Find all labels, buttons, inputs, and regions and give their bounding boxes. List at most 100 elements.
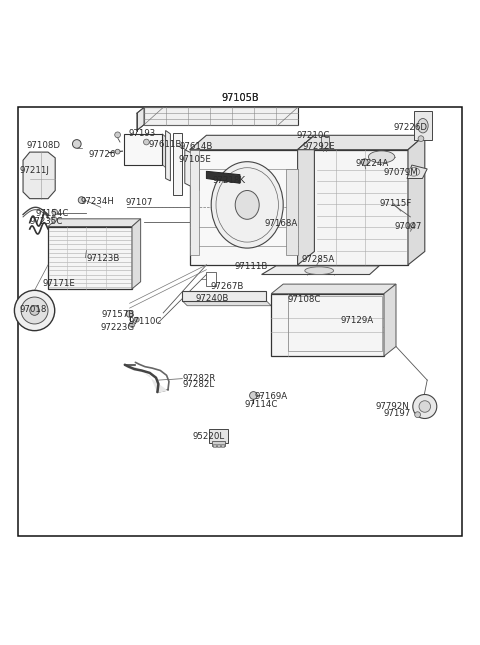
Polygon shape: [384, 284, 396, 356]
Polygon shape: [271, 293, 384, 356]
Bar: [18, 108, 462, 536]
Text: 97107: 97107: [126, 199, 153, 208]
Text: 97123B: 97123B: [86, 253, 120, 263]
Text: 97267B: 97267B: [210, 281, 244, 290]
Bar: [209, 429, 228, 442]
Text: 97234H: 97234H: [81, 197, 115, 206]
Circle shape: [72, 139, 81, 148]
Polygon shape: [173, 133, 182, 195]
Polygon shape: [144, 108, 298, 124]
Polygon shape: [286, 169, 298, 255]
Polygon shape: [166, 130, 170, 181]
Circle shape: [361, 159, 368, 166]
Polygon shape: [190, 135, 314, 150]
Circle shape: [415, 412, 420, 417]
Ellipse shape: [235, 190, 259, 219]
Text: 97115F: 97115F: [379, 199, 411, 208]
Bar: [212, 441, 225, 446]
Bar: [221, 444, 224, 447]
Ellipse shape: [305, 267, 334, 275]
Polygon shape: [298, 135, 425, 150]
Text: 97218K: 97218K: [213, 176, 246, 185]
Text: 97193: 97193: [129, 130, 156, 139]
Circle shape: [78, 197, 85, 203]
Text: 97129A: 97129A: [341, 316, 374, 325]
Polygon shape: [132, 219, 141, 289]
Ellipse shape: [408, 168, 420, 176]
Text: 97210C: 97210C: [297, 131, 330, 140]
Text: 97018: 97018: [19, 305, 47, 314]
Text: 97197: 97197: [384, 409, 411, 418]
Text: 97154C: 97154C: [35, 209, 69, 218]
Ellipse shape: [211, 162, 283, 248]
Text: 97282L: 97282L: [182, 381, 215, 390]
Circle shape: [115, 149, 120, 154]
Text: 97157B: 97157B: [102, 310, 135, 319]
Circle shape: [126, 310, 133, 317]
Polygon shape: [185, 150, 199, 190]
Circle shape: [419, 401, 431, 412]
Polygon shape: [137, 108, 144, 130]
Circle shape: [418, 136, 424, 141]
Bar: [213, 444, 216, 447]
Circle shape: [115, 132, 120, 137]
Circle shape: [413, 395, 437, 419]
Circle shape: [30, 306, 39, 315]
Polygon shape: [206, 172, 240, 183]
Circle shape: [134, 317, 139, 322]
Text: 97168A: 97168A: [265, 219, 298, 228]
Polygon shape: [182, 301, 271, 306]
Text: 97282R: 97282R: [182, 374, 216, 383]
Text: 97108C: 97108C: [288, 295, 322, 304]
Polygon shape: [408, 135, 425, 265]
Text: 97114C: 97114C: [245, 400, 278, 408]
Circle shape: [51, 217, 57, 222]
Text: 97226D: 97226D: [394, 123, 428, 132]
Circle shape: [129, 322, 135, 327]
Polygon shape: [407, 165, 427, 179]
Polygon shape: [162, 134, 167, 169]
Text: 97105E: 97105E: [179, 155, 211, 164]
Text: 95220L: 95220L: [193, 432, 225, 441]
Text: 97292E: 97292E: [302, 142, 335, 151]
Text: 97726: 97726: [89, 150, 116, 159]
Text: 97105B: 97105B: [221, 93, 259, 103]
Circle shape: [410, 223, 415, 228]
Polygon shape: [48, 219, 141, 226]
Ellipse shape: [369, 151, 395, 163]
Polygon shape: [124, 134, 162, 164]
Polygon shape: [190, 150, 199, 255]
Text: 97111B: 97111B: [234, 262, 268, 271]
Polygon shape: [262, 266, 379, 275]
Text: 97285A: 97285A: [301, 255, 335, 264]
Polygon shape: [23, 152, 55, 199]
Ellipse shape: [418, 119, 428, 133]
Polygon shape: [271, 284, 396, 293]
Polygon shape: [190, 150, 298, 265]
Circle shape: [21, 297, 48, 324]
Text: 97110C: 97110C: [129, 317, 162, 326]
Text: 97614B: 97614B: [180, 142, 214, 151]
Circle shape: [250, 392, 257, 399]
Circle shape: [144, 139, 149, 145]
Polygon shape: [414, 112, 432, 140]
Text: 97235C: 97235C: [30, 217, 63, 226]
Polygon shape: [125, 366, 168, 393]
Circle shape: [52, 209, 58, 215]
Bar: [217, 444, 220, 447]
Text: 97611B: 97611B: [149, 141, 182, 150]
Circle shape: [14, 290, 55, 331]
Text: 97047: 97047: [395, 222, 422, 231]
Text: 97224A: 97224A: [355, 159, 388, 168]
Text: 97792N: 97792N: [375, 402, 409, 411]
Polygon shape: [182, 292, 266, 301]
Text: 97223G: 97223G: [101, 322, 135, 332]
Text: 97171E: 97171E: [42, 279, 75, 288]
Polygon shape: [298, 135, 314, 265]
Text: 97169A: 97169A: [254, 392, 288, 401]
Text: 97108D: 97108D: [26, 141, 60, 150]
Polygon shape: [48, 226, 132, 289]
Polygon shape: [321, 136, 329, 148]
Polygon shape: [298, 150, 408, 265]
Text: 97211J: 97211J: [19, 166, 49, 175]
